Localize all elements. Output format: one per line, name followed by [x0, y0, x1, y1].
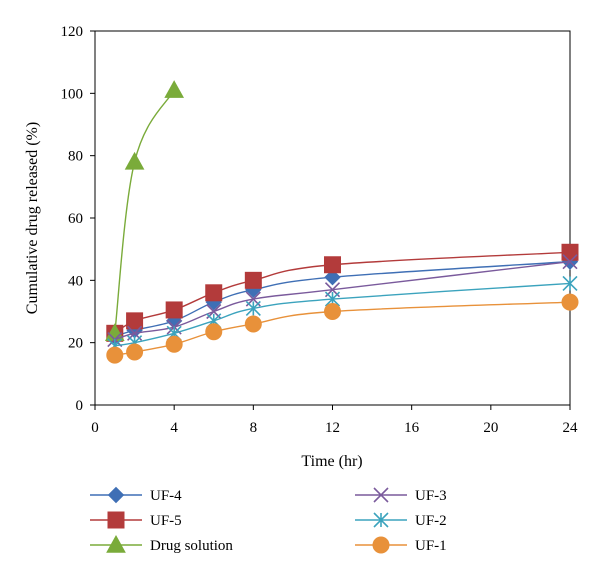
y-axis-title: Cumulative drug released (%) [24, 122, 41, 314]
legend-label: UF-3 [415, 488, 447, 504]
legend-marker-drug-solution [106, 534, 126, 553]
data-point-uf-1 [561, 293, 579, 311]
legend-item-uf-1: UF-1 [355, 536, 447, 554]
data-point-drug-solution [164, 80, 185, 98]
series-line-uf-3 [114, 260, 571, 341]
x-axis-title: Time (hr) [301, 453, 362, 470]
x-tick-label: 24 [563, 420, 579, 436]
data-point-uf-5 [126, 312, 144, 330]
data-point-uf-5 [205, 284, 223, 302]
x-tick-label: 16 [404, 420, 420, 436]
y-tick-label: 40 [68, 273, 83, 289]
x-axis-ticks: 0 4 8 12 16 20 24 [91, 405, 578, 436]
data-point-drug-solution [124, 151, 145, 170]
data-point-uf-5 [244, 271, 262, 289]
legend-label: UF-2 [415, 513, 447, 529]
legend-label: UF-4 [150, 488, 182, 504]
data-point-uf-5 [561, 243, 579, 261]
data-point-uf-1 [324, 303, 341, 320]
y-tick-label: 0 [76, 398, 84, 414]
data-point-uf-2 [245, 300, 261, 316]
y-tick-label: 20 [68, 336, 83, 352]
x-tick-label: 12 [325, 420, 340, 436]
data-point-uf-5 [324, 256, 341, 274]
series-line-uf-2 [114, 282, 571, 347]
y-tick-label: 100 [61, 86, 84, 102]
data-point-uf-1 [244, 315, 262, 333]
data-point-uf-4 [324, 269, 341, 286]
data-point-uf-3 [562, 254, 578, 270]
legend-marker-uf-1 [372, 536, 390, 554]
legend-item-uf-2: UF-2 [355, 512, 447, 529]
legend-marker-uf-3 [373, 487, 389, 503]
series-line-drug-solution [114, 89, 175, 334]
legend-item-drug-solution: Drug solution [90, 534, 233, 554]
series-layer [104, 80, 579, 364]
plot-area-frame [94, 30, 571, 406]
y-tick-label: 60 [68, 211, 83, 227]
series-line-uf-1 [114, 301, 571, 356]
series-drug-solution [104, 80, 185, 342]
x-tick-label: 8 [250, 420, 258, 436]
x-tick-label: 20 [483, 420, 498, 436]
series-uf-1 [106, 293, 579, 364]
x-tick-label: 4 [170, 420, 178, 436]
y-tick-label: 80 [68, 149, 83, 165]
data-point-uf-1 [205, 323, 223, 341]
legend-marker-uf-5 [107, 511, 125, 529]
data-point-uf-1 [126, 343, 144, 361]
x-tick-label: 0 [91, 420, 99, 436]
series-line-uf-5 [114, 251, 571, 334]
data-point-uf-2 [562, 275, 578, 292]
legend-label: Drug solution [150, 538, 233, 554]
legend-item-uf-4: UF-4 [90, 486, 182, 504]
data-point-uf-5 [165, 301, 183, 319]
legend-label: UF-5 [150, 513, 182, 529]
data-point-uf-1 [165, 335, 183, 353]
data-point-uf-1 [106, 346, 124, 364]
legend-marker-uf-2 [373, 512, 389, 528]
legend-label: UF-1 [415, 538, 447, 554]
legend-item-uf-5: UF-5 [90, 511, 182, 529]
y-tick-label: 120 [61, 24, 84, 40]
y-axis-ticks: 0 20 40 60 80 100 120 [61, 24, 95, 414]
legend-marker-uf-4 [107, 486, 125, 504]
legend: UF-4 UF-5 Drug solution UF-3 UF-2 UF-1 [90, 486, 447, 554]
legend-item-uf-3: UF-3 [355, 487, 447, 504]
